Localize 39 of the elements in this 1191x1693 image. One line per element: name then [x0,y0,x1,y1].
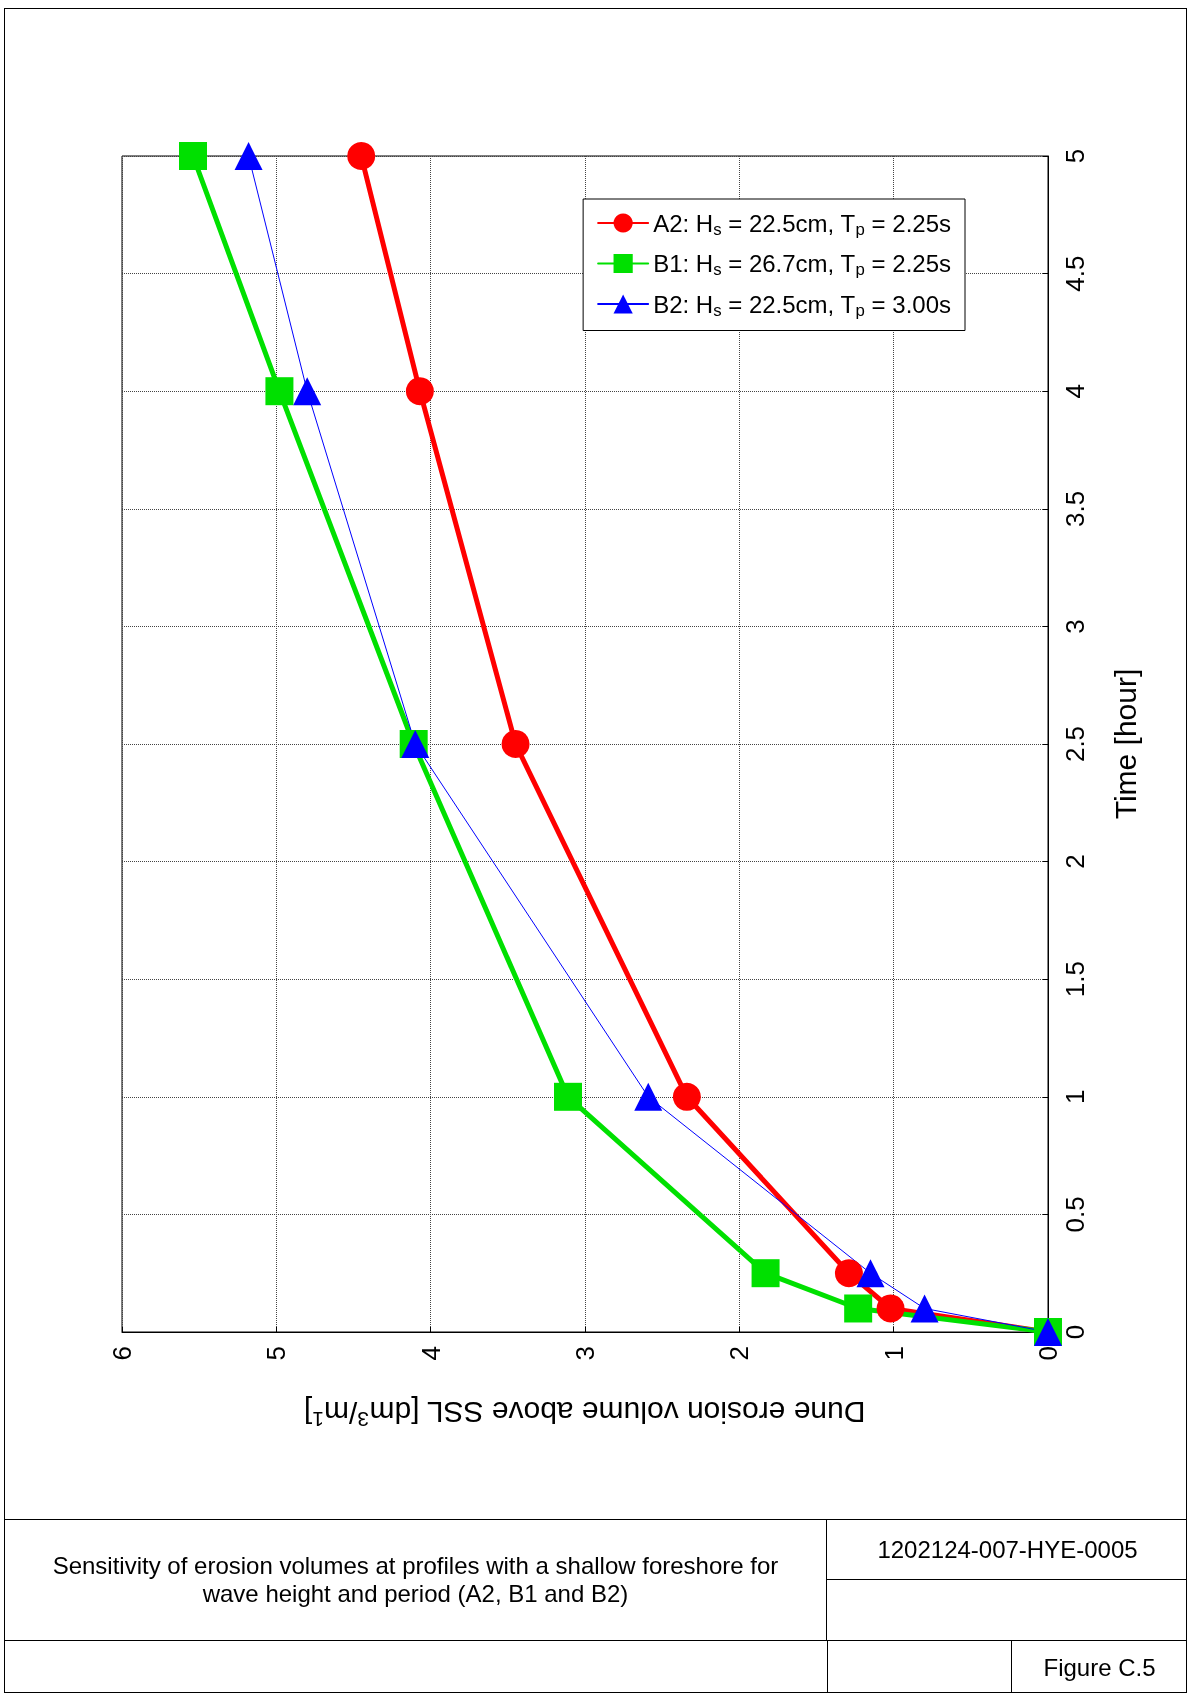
y-tick-label: 4 [1060,383,1090,399]
point [910,1294,939,1323]
point [751,1259,780,1288]
x-tick-label: 1 [878,1346,909,1361]
text: Sensitivity of erosion volumes at profiles with a shallow foreshore for wave height and period (A2, B1 and B2) [5,1520,827,1640]
point [834,1259,863,1288]
x-tick-label: 4 [415,1346,446,1361]
point [265,377,294,406]
x-tick-label: 6 [107,1346,137,1361]
y-tick-label: 5 [1060,148,1090,164]
y-tick-label: 1 [1060,1089,1090,1105]
x-tick-label: 2 [724,1346,755,1361]
x-tick-label: 0 [1033,1346,1063,1361]
x-axis-title: Dune erosion volume above SSL [dm3/m1] [304,1395,866,1431]
point [405,377,434,406]
point [634,1082,663,1111]
x-tick-label: 3 [570,1346,600,1361]
text: 1202124-007-HYE-0005 [827,1520,1188,1580]
y-tick-label: 0.5 [1060,1196,1090,1233]
point [178,142,207,170]
y-tick-label: 4.5 [1060,255,1090,292]
point [347,142,376,170]
point [844,1294,873,1323]
x-tick-label: 5 [261,1346,292,1361]
y-tick-label: 2.5 [1060,725,1090,763]
y-axis-title: Time [hour] [1108,668,1142,820]
point [672,1082,701,1111]
point [876,1294,905,1323]
point [554,1082,583,1111]
y-tick-label: 3.5 [1060,490,1090,527]
y-tick-label: 1.5 [1060,961,1090,998]
point [856,1259,885,1288]
text: Figure C.5 [1042,1652,1157,1683]
y-tick-label: 3 [1060,619,1090,634]
y-tick-label: 2 [1060,854,1090,869]
point [234,142,263,170]
point [293,377,322,406]
point [501,730,530,758]
y-tick-label: 0 [1060,1324,1090,1340]
